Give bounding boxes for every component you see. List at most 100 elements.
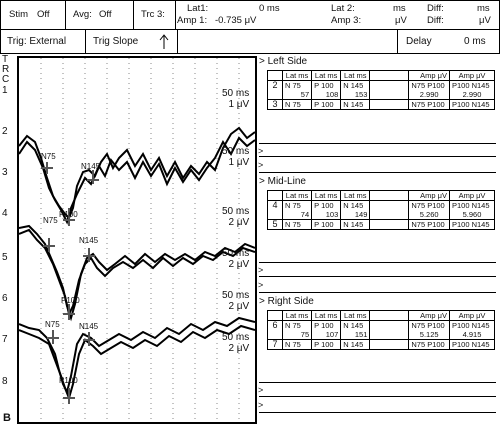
diff2-label: Diff: <box>427 15 444 26</box>
scale-2-amp: 1 μV <box>228 99 250 110</box>
prompt-caret: > <box>258 400 264 410</box>
col-lat: Lat ms <box>340 70 371 81</box>
lat1-label: Lat1: <box>187 3 209 14</box>
trace-number-2[interactable]: 2 <box>2 126 8 137</box>
trace-number-7[interactable]: 7 <box>2 334 8 345</box>
marker-n145-2: N145 <box>79 236 99 245</box>
stim-label: Stim <box>9 9 28 20</box>
lat2-unit: ms <box>393 3 406 14</box>
table-row[interactable]: 3 N 75 P 100 N 145 N75 P100 P100 N145 <box>267 99 496 110</box>
divider <box>259 382 496 383</box>
up-arrow-icon <box>159 34 169 49</box>
trace-3 <box>19 136 255 225</box>
avg-value: Off <box>99 9 112 20</box>
marker-n145-1: N145 <box>81 162 101 171</box>
amp1-label: Amp 1: <box>177 15 208 26</box>
scale-3-time: 50 ms <box>222 146 250 157</box>
prompt-caret: > <box>258 265 264 275</box>
trc-cell[interactable]: Trc 3: <box>133 1 176 29</box>
delay-value: 0 ms <box>464 36 486 47</box>
divider <box>259 412 496 413</box>
marker-n145-3: N145 <box>79 322 99 331</box>
scale-4-amp: 2 μV <box>228 217 250 228</box>
panel-label: B <box>3 412 11 424</box>
scale-2: 50 ms 1 μV <box>222 88 249 110</box>
table-row[interactable]: 5 N 75 P 100 N 145 N75 P100 P100 N145 <box>267 219 496 230</box>
divider <box>259 396 496 397</box>
mid-line-title: > Mid-Line <box>259 176 306 187</box>
trace-number-8[interactable]: 8 <box>2 376 8 387</box>
divider <box>259 156 496 157</box>
lat2-amp3-cell: Lat 2: ms Amp 3: μV <box>331 1 419 29</box>
marker-n75-1: N75 <box>41 152 56 161</box>
amp3-label: Amp 3: <box>331 15 362 26</box>
scale-5-amp: 2 μV <box>228 259 250 270</box>
delay-cell[interactable]: Delay 0 ms <box>397 30 500 54</box>
table-row[interactable]: 2 N 75 57 P 100 108 N 145 153 N75 P100 2.990… <box>267 80 496 100</box>
scale-4-time: 50 ms <box>222 206 250 217</box>
scale-3-amp: 1 μV <box>228 157 250 168</box>
trace-5 <box>19 228 255 317</box>
diff1-unit: ms <box>477 3 490 14</box>
trc-label: Trc 3: <box>141 9 165 20</box>
trig-source-button[interactable]: Trig: External <box>1 30 86 54</box>
col-lat: Lat ms <box>281 70 313 81</box>
col-amp: Amp μV <box>408 70 450 81</box>
mid-line-table: Lat ms Lat ms Lat ms Amp μV Amp μV 4 N 7… <box>267 190 496 230</box>
stim-cell[interactable]: Stim Off <box>1 1 66 29</box>
avg-cell[interactable]: Avg: Off <box>65 1 134 29</box>
marker-p100-1: P100 <box>59 210 78 219</box>
trc-letter-r: R <box>2 64 10 75</box>
scale-7-amp: 2 μV <box>228 343 250 354</box>
diff1-label: Diff: <box>427 3 444 14</box>
divider <box>259 276 496 277</box>
trig-slope-label: Trig Slope <box>93 36 139 47</box>
trace-6 <box>19 316 255 395</box>
table-header-row: Lat ms Lat ms Lat ms Amp μV Amp μV <box>267 70 496 81</box>
scale-5-time: 50 ms <box>222 248 250 259</box>
divider <box>259 143 496 144</box>
trc-letter-t: T <box>2 54 9 65</box>
col-lat: Lat ms <box>311 70 342 81</box>
table-row[interactable]: 6 N 75 75 P 100 107 N 145 151 N75 P100 5.125… <box>267 320 496 340</box>
delay-label: Delay <box>406 36 432 47</box>
divider <box>259 262 496 263</box>
left-side-title: > Left Side <box>259 56 308 67</box>
trace-number-4[interactable]: 4 <box>2 208 8 219</box>
lat-amp-cell: Lat1: 0 ms Amp 1: -0.735 μV <box>175 1 331 29</box>
prompt-caret: > <box>258 280 264 290</box>
marker-n75-3: N75 <box>45 320 60 329</box>
scale-6-time: 50 ms <box>222 290 250 301</box>
marker-p100-3: P100 <box>59 376 78 385</box>
right-side-title: > Right Side <box>259 296 314 307</box>
divider <box>259 292 496 293</box>
amp3-unit: μV <box>395 15 407 26</box>
trace-7 <box>19 324 255 402</box>
waveform-svg <box>19 58 255 422</box>
table-row[interactable]: 4 N 75 74 P 100 103 N 145 149 N75 P100 5.260… <box>267 200 496 220</box>
trace-4 <box>19 224 255 322</box>
prompt-caret: > <box>258 385 264 395</box>
avg-label: Avg: <box>73 9 92 20</box>
diff2-unit: μV <box>479 15 491 26</box>
scale-6-amp: 2 μV <box>228 301 250 312</box>
col-amp: Amp μV <box>448 70 496 81</box>
trace-number-6[interactable]: 6 <box>2 293 8 304</box>
trc-letter-c: C <box>2 74 10 85</box>
scale-3: 50 ms 1 μV <box>222 146 249 168</box>
lat1-value: 0 ms <box>259 3 280 14</box>
prompt-caret: > <box>258 146 264 156</box>
trig-slope-button[interactable]: Trig Slope <box>85 30 178 54</box>
trace-number-3[interactable]: 3 <box>2 167 8 178</box>
trace-number-5[interactable]: 5 <box>2 252 8 263</box>
trace-number-1[interactable]: 1 <box>2 85 8 96</box>
table-row[interactable]: 7 N 75 P 100 N 145 N75 P100 P100 N145 <box>267 339 496 350</box>
scale-6: 50 ms 2 μV <box>222 290 249 312</box>
marker-p100-2: P100 <box>61 296 80 305</box>
trig-label: Trig: External <box>7 36 67 47</box>
table-header-row: Lat ms Lat ms Lat ms Amp μV Amp μV <box>267 310 496 321</box>
waveform-panel[interactable]: N75 P100 N145 N75 P100 N145 N75 P100 N14… <box>17 56 257 424</box>
scale-7: 50 ms 2 μV <box>222 332 249 354</box>
status-header: Stim Off Avg: Off Trc 3: Lat1: 0 ms Amp … <box>0 0 500 54</box>
table-header-row: Lat ms Lat ms Lat ms Amp μV Amp μV <box>267 190 496 201</box>
